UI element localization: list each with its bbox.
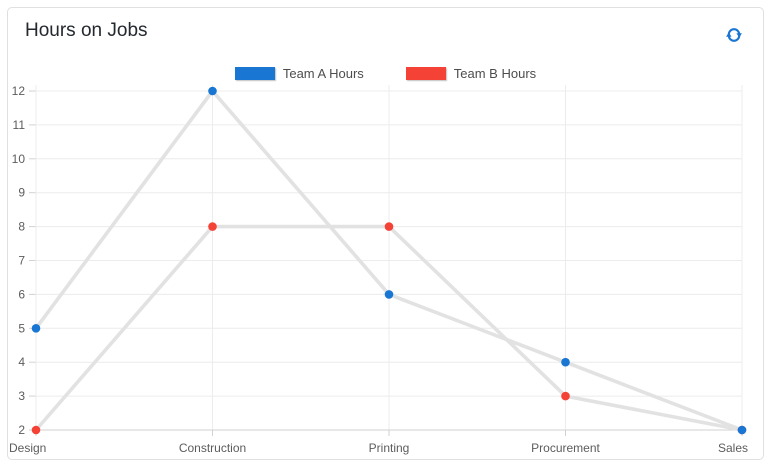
legend-label-team-a: Team A Hours bbox=[282, 65, 364, 81]
marker-team-b-hours-design[interactable] bbox=[31, 425, 41, 435]
legend-swatch-team-a bbox=[234, 66, 275, 80]
marker-team-a-hours-procurement[interactable] bbox=[561, 357, 570, 367]
legend-label-team-b: Team B Hours bbox=[453, 65, 537, 81]
legend-item-team-a-hours[interactable]: Team A Hours bbox=[234, 65, 364, 81]
legend-item-team-b-hours[interactable]: Team B Hours bbox=[405, 65, 537, 81]
chart-card: Hours on Jobs Team A Hours Team B Hours bbox=[7, 7, 764, 460]
marker-team-a-hours-construction[interactable] bbox=[208, 86, 217, 96]
legend-swatch-team-b bbox=[405, 66, 446, 80]
refresh-icon bbox=[726, 28, 742, 42]
marker-team-a-hours-sales[interactable] bbox=[737, 425, 747, 435]
marker-team-a-hours-printing[interactable] bbox=[384, 290, 394, 299]
marker-team-b-hours-procurement[interactable] bbox=[561, 391, 570, 401]
chart-title: Hours on Jobs bbox=[25, 20, 148, 41]
chart-legend: Team A Hours Team B Hours bbox=[8, 64, 763, 82]
marker-team-a-hours-design[interactable] bbox=[31, 324, 41, 333]
marker-team-b-hours-printing[interactable] bbox=[384, 222, 394, 231]
refresh-button[interactable] bbox=[723, 24, 745, 46]
marker-team-b-hours-construction[interactable] bbox=[208, 222, 217, 231]
